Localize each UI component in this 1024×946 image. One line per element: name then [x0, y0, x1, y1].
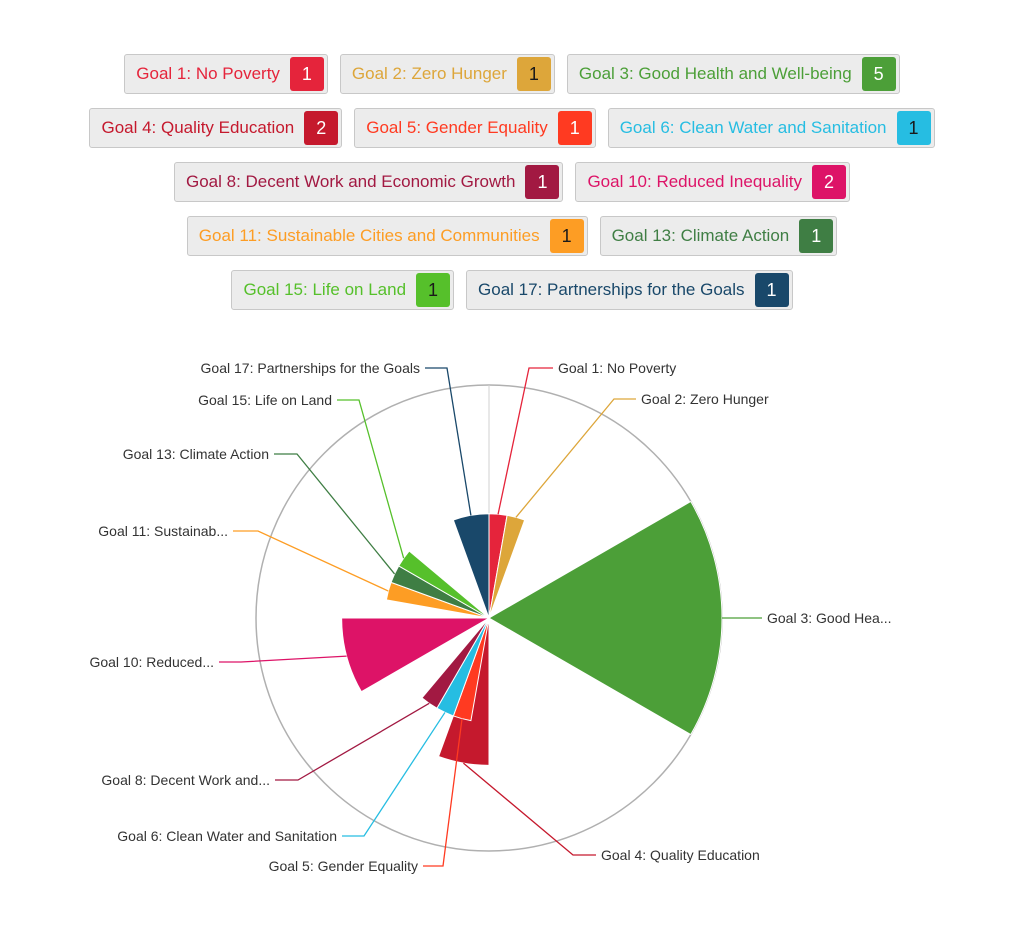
goal-badge-label: Goal 5: Gender Equality: [366, 118, 548, 137]
leader-line: [274, 453, 396, 575]
sector-label: Goal 11: Sustainab...: [98, 523, 228, 539]
goal-badge[interactable]: Goal 8: Decent Work and Economic Growth …: [174, 162, 564, 202]
polar-sector: [421, 617, 490, 709]
goal-badge-count: 5: [861, 57, 896, 91]
goal-badge-count: 2: [812, 165, 846, 199]
sector-label: Goal 2: Zero Hunger: [641, 391, 769, 407]
goal-badge[interactable]: Goal 1: No Poverty 1: [124, 54, 328, 94]
goal-filter-badges: Goal 1: No Poverty 1 Goal 2: Zero Hunger…: [0, 54, 1024, 324]
goal-badge-label: Goal 4: Quality Education: [101, 118, 295, 137]
goal-badge[interactable]: Goal 3: Good Health and Well-being 5: [566, 54, 900, 94]
goal-badge-count: 1: [754, 273, 789, 307]
sector-label: Goal 4: Quality Education: [601, 847, 760, 863]
goal-badge-count: 1: [525, 165, 560, 199]
goal-badge-label: Goal 1: No Poverty: [136, 64, 280, 83]
goal-badge-count: 1: [557, 111, 592, 145]
goal-badge[interactable]: Goal 13: Climate Action 1: [599, 216, 838, 256]
leader-line: [233, 530, 389, 592]
goal-badge-label: Goal 3: Good Health and Well-being: [578, 64, 852, 83]
goal-badge[interactable]: Goal 5: Gender Equality 1: [354, 108, 596, 148]
goal-badge-label: Goal 15: Life on Land: [243, 280, 407, 299]
leader-line: [219, 655, 347, 663]
goal-badge-label: Goal 17: Partnerships for the Goals: [478, 280, 745, 299]
goal-badge-label: Goal 2: Zero Hunger: [351, 64, 507, 83]
leader-line: [337, 399, 405, 559]
badge-row: Goal 4: Quality Education 2 Goal 5: Gend…: [0, 108, 1024, 148]
goal-badge-label: Goal 13: Climate Action: [611, 226, 790, 245]
badge-row: Goal 15: Life on Land 1 Goal 17: Partner…: [0, 270, 1024, 310]
leader-line: [423, 718, 463, 867]
goal-badge[interactable]: Goal 17: Partnerships for the Goals 1: [466, 270, 793, 310]
badge-row: Goal 1: No Poverty 1 Goal 2: Zero Hunger…: [0, 54, 1024, 94]
goal-badge[interactable]: Goal 15: Life on Land 1: [231, 270, 455, 310]
polar-area-chart: Goal 1: No Poverty Goal 2: Zero Hunger Goa…: [89, 360, 892, 874]
goal-badge[interactable]: Goal 2: Zero Hunger 1: [339, 54, 555, 94]
goal-badge-count: 1: [799, 219, 834, 253]
leader-line: [275, 702, 430, 781]
goal-badge-count: 1: [289, 57, 324, 91]
goal-badge[interactable]: Goal 4: Quality Education 2: [89, 108, 343, 148]
polar-sector: [398, 550, 490, 619]
goal-badge-count: 1: [516, 57, 551, 91]
goal-badge-label: Goal 11: Sustainable Cities and Communit…: [198, 226, 540, 245]
sector-label: Goal 6: Clean Water and Sanitation: [117, 828, 337, 844]
goal-badge-count: 2: [304, 111, 339, 145]
leader-line: [462, 762, 596, 856]
goal-badge[interactable]: Goal 6: Clean Water and Sanitation 1: [607, 108, 935, 148]
sector-label: Goal 15: Life on Land: [198, 392, 332, 408]
sector-label: Goal 5: Gender Equality: [269, 858, 418, 874]
goal-badge-label: Goal 6: Clean Water and Sanitation: [619, 118, 887, 137]
goal-badge-count: 1: [416, 273, 451, 307]
sector-label: Goal 13: Climate Action: [123, 446, 269, 462]
leader-line: [497, 367, 553, 515]
sector-label: Goal 8: Decent Work and...: [101, 772, 270, 788]
sector-label: Goal 3: Good Hea...: [767, 610, 892, 626]
polar-sector: [487, 500, 723, 736]
sector-label: Goal 1: No Poverty: [558, 360, 676, 376]
leader-line: [425, 367, 472, 516]
leader-line: [342, 712, 446, 837]
goal-badge-label: Goal 8: Decent Work and Economic Growth: [186, 172, 516, 191]
sector-label: Goal 17: Partnerships for the Goals: [201, 360, 420, 376]
badge-row: Goal 11: Sustainable Cities and Communit…: [0, 216, 1024, 256]
goal-badge-count: 1: [549, 219, 584, 253]
polar-sector: [452, 513, 490, 619]
goal-badge-count: 1: [896, 111, 931, 145]
goal-badge[interactable]: Goal 10: Reduced Inequality 2: [575, 162, 850, 202]
goal-badge[interactable]: Goal 11: Sustainable Cities and Communit…: [186, 216, 588, 256]
sector-label: Goal 10: Reduced...: [89, 654, 214, 670]
polar-sector: [341, 617, 491, 693]
goal-badge-label: Goal 10: Reduced Inequality: [587, 172, 802, 191]
leader-line: [515, 398, 636, 518]
badge-row: Goal 8: Decent Work and Economic Growth …: [0, 162, 1024, 202]
